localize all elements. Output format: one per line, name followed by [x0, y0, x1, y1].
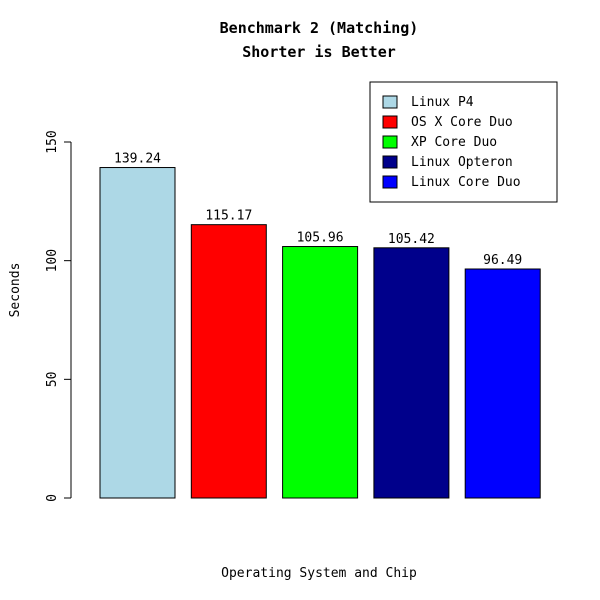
legend-swatch [382, 155, 398, 169]
bar [99, 167, 176, 499]
bar-value-label: 115.17 [205, 209, 252, 224]
legend-entry-label: Linux P4 [411, 95, 474, 110]
bars-group [99, 167, 541, 499]
y-tick-label: 150 [45, 130, 60, 153]
legend: Linux P4 OS X Core Duo XP Core Duo Linux Op… [369, 81, 558, 203]
legend-entry-label: XP Core Duo [411, 135, 497, 150]
legend-swatch [382, 135, 398, 149]
bar [190, 224, 267, 499]
legend-entry-label: OS X Core Duo [411, 115, 513, 130]
y-axis: 0 50 100 150 [45, 130, 72, 502]
y-tick-label: 0 [45, 494, 60, 502]
legend-box [369, 81, 558, 203]
bar-value-label: 105.42 [388, 232, 435, 247]
x-axis-label: Operating System and Chip [221, 566, 417, 581]
y-axis-label: Seconds [8, 263, 23, 318]
legend-entry-label: Linux Core Duo [411, 175, 521, 190]
bar [464, 268, 541, 499]
legend-swatch [382, 115, 398, 129]
chart-subtitle: Shorter is Better [242, 43, 396, 61]
legend-swatch [382, 175, 398, 189]
legend-entry-label: Linux Opteron [411, 155, 513, 170]
chart-title: Benchmark 2 (Matching) [220, 19, 419, 37]
bar-value-label: 139.24 [114, 152, 161, 167]
bar-value-label: 96.49 [483, 253, 522, 268]
bar [373, 247, 450, 499]
bar [282, 246, 359, 499]
value-labels-group: 139.24 115.17 105.96 105.42 96.49 [114, 152, 522, 268]
legend-swatch [382, 95, 398, 109]
y-tick-label: 50 [45, 372, 60, 388]
bar-value-label: 105.96 [297, 231, 344, 246]
y-tick-label: 100 [45, 249, 60, 272]
